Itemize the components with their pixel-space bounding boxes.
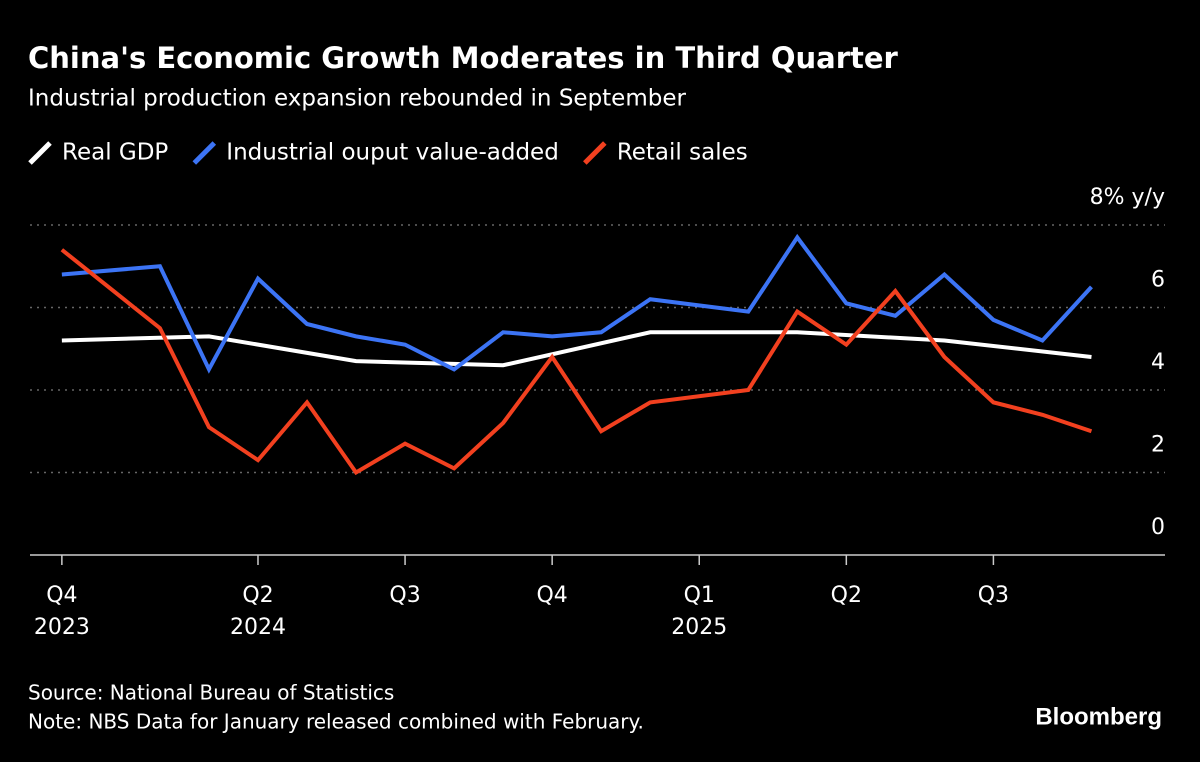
x-tick-label: Q2 xyxy=(242,583,273,608)
brand: Bloomberg xyxy=(1035,703,1162,730)
series-line xyxy=(61,330,1092,368)
legend-swatch xyxy=(28,141,52,165)
legend-label: Industrial ouput value-added xyxy=(226,140,559,166)
x-tick-sublabel: 2025 xyxy=(671,615,727,640)
note: Note: NBS Data for January released comb… xyxy=(28,710,644,734)
legend-label: Real GDP xyxy=(62,140,168,166)
chart-subtitle: Industrial production expansion rebounde… xyxy=(28,86,686,112)
y-tick-label: 4 xyxy=(1151,350,1165,375)
y-tick-label: 2 xyxy=(1151,433,1165,458)
x-tick-sublabel: 2023 xyxy=(34,615,90,640)
series-line xyxy=(60,248,1093,476)
y-tick-label: 8% y/y xyxy=(1090,185,1165,210)
legend-swatch xyxy=(192,141,217,165)
x-tick-label: Q4 xyxy=(46,583,77,608)
x-tick-label: Q3 xyxy=(389,583,420,608)
legend-swatch xyxy=(583,141,607,165)
x-tick-label: Q4 xyxy=(536,583,567,608)
x-tick-sublabel: 2024 xyxy=(230,615,286,640)
x-tick-label: Q1 xyxy=(684,583,715,608)
y-tick-label: 6 xyxy=(1151,268,1165,293)
x-tick-label: Q2 xyxy=(831,583,862,608)
x-tick-label: Q3 xyxy=(978,583,1009,608)
source: Source: National Bureau of Statistics xyxy=(28,681,394,705)
chart-title: China's Economic Growth Moderates in Thi… xyxy=(28,41,899,75)
legend-label: Retail sales xyxy=(617,140,748,166)
series-line xyxy=(61,233,1093,374)
y-tick-label: 0 xyxy=(1151,515,1165,540)
